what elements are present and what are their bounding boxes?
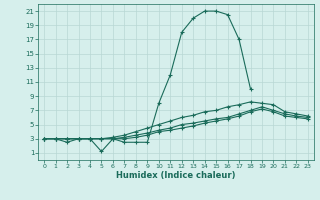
X-axis label: Humidex (Indice chaleur): Humidex (Indice chaleur) xyxy=(116,171,236,180)
